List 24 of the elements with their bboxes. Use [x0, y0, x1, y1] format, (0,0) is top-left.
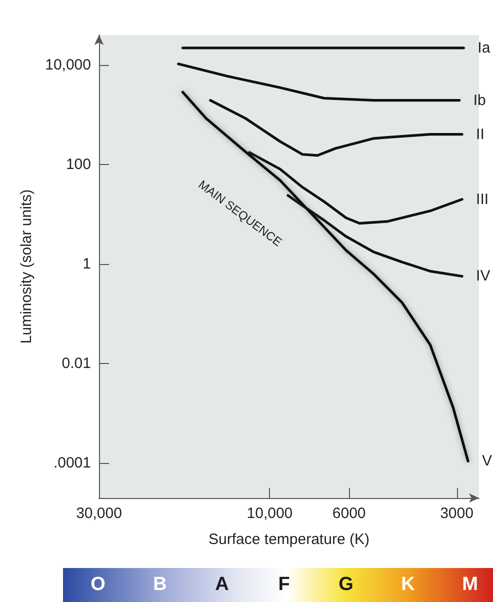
- y-tick-label: 10,000: [45, 56, 91, 74]
- y-tick-label: 1: [82, 256, 91, 273]
- series-label: Ib: [473, 92, 486, 109]
- text: A: [215, 574, 229, 596]
- series-label: IV: [476, 268, 490, 285]
- x-axis-title: Surface temperature (K): [208, 531, 370, 548]
- text: M: [462, 574, 478, 596]
- x-tick-label: 30,000: [76, 505, 122, 522]
- series-label: V: [482, 452, 492, 470]
- x-tick-label: 10,000: [246, 505, 293, 522]
- series-label: III: [476, 190, 489, 208]
- x-tick-label: 3000: [440, 505, 474, 522]
- text: B: [153, 574, 167, 596]
- text: F: [278, 574, 290, 596]
- y-tick-label: 0.01: [62, 355, 91, 372]
- x-tick-label: 6000: [332, 505, 366, 522]
- series-label: Ia: [478, 39, 491, 56]
- text: O: [90, 574, 106, 596]
- y-axis-title: Luminosity (solar units): [18, 189, 36, 344]
- text: K: [401, 574, 415, 596]
- series-label: II: [476, 126, 484, 143]
- y-tick-label: 100: [66, 156, 91, 174]
- text: G: [338, 574, 354, 596]
- y-tick-label: .0001: [53, 454, 91, 472]
